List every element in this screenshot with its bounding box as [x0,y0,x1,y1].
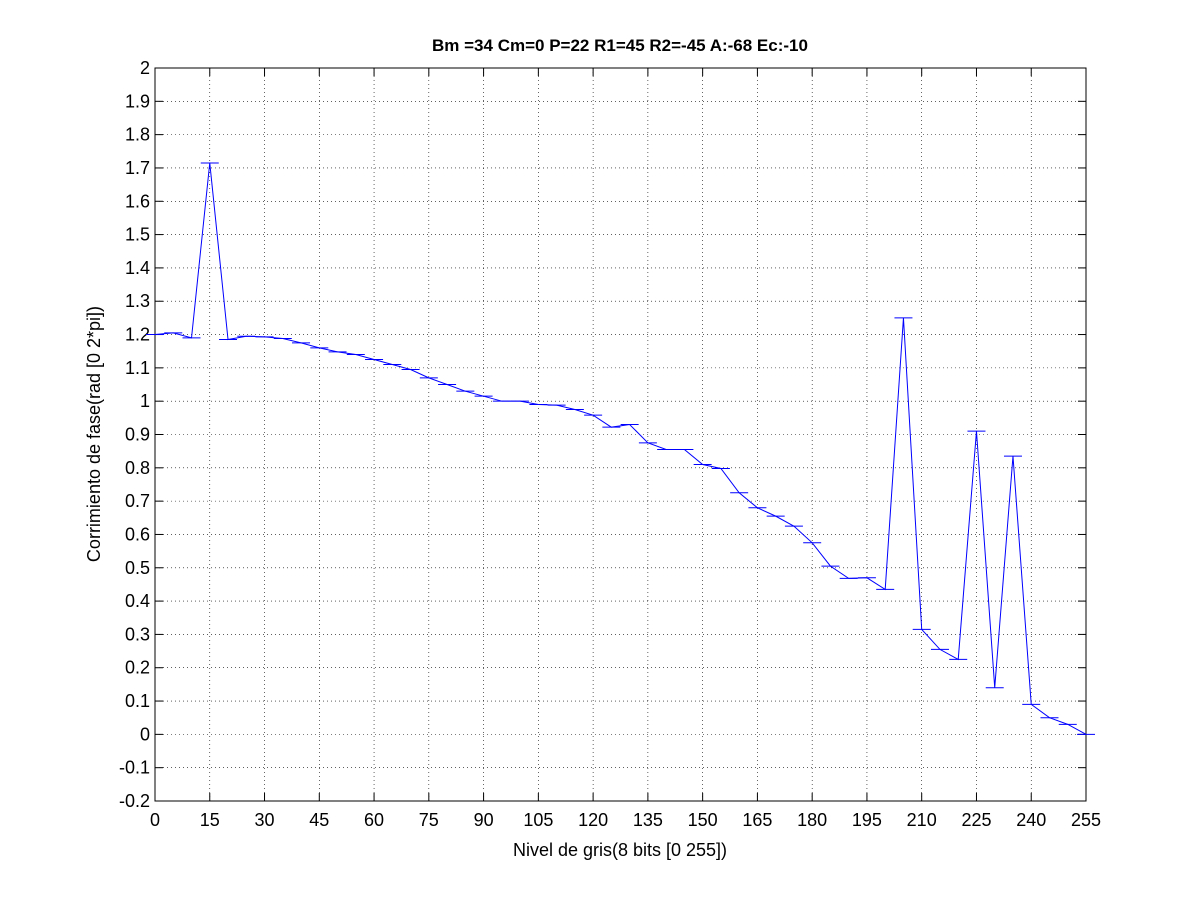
x-tick-label: 90 [474,810,494,830]
axis-ticks [154,67,1087,802]
x-tick-label: 240 [1016,810,1046,830]
y-tick-label: 0 [140,724,150,744]
x-tick-label: 135 [633,810,663,830]
x-tick-label: 0 [150,810,160,830]
y-tick-label: 0.5 [125,558,150,578]
x-tick-label: 180 [797,810,827,830]
y-tick-label: 0.3 [125,624,150,644]
x-tick-label: 75 [419,810,439,830]
x-tick-label: 30 [255,810,275,830]
y-tick-label: 0.1 [125,691,150,711]
y-tick-label: 0.7 [125,491,150,511]
x-tick-label: 60 [364,810,384,830]
y-tick-label: 0.4 [125,591,150,611]
y-tick-label: 0.6 [125,524,150,544]
x-tick-label: 15 [200,810,220,830]
y-tick-label: 1.6 [125,191,150,211]
y-tick-label: 0.8 [125,458,150,478]
x-tick-label: 255 [1071,810,1101,830]
y-tick-label: 1.7 [125,158,150,178]
y-tick-label: 2 [140,58,150,78]
y-tick-label: 0.9 [125,425,150,445]
chart-title: Bm =34 Cm=0 P=22 R1=45 R2=-45 A:-68 Ec:-… [432,36,808,55]
y-axis-label: Corrimiento de fase(rad [0 2*pi]) [84,306,104,562]
y-tick-label: 0.2 [125,658,150,678]
y-tick-label: 1.1 [125,358,150,378]
y-tick-label: -0.1 [119,758,150,778]
y-tick-labels: -0.2 -0.1 0 0.1 0.2 0.3 0.4 0.5 0.6 0.7 0.8 0.9 1 1.1… [119,58,150,811]
y-tick-label: 1 [140,391,150,411]
y-tick-label: 1.5 [125,225,150,245]
series-line [154,162,1087,735]
y-tick-label: 1.8 [125,125,150,145]
x-tick-label: 45 [309,810,329,830]
x-tick-label: 105 [523,810,553,830]
y-tick-label: 1.2 [125,325,150,345]
x-axis-label: Nivel de gris(8 bits [0 255]) [513,840,727,860]
x-tick-labels: 0 15 30 45 60 75 90 105 120 135 150 165 180 195 210 225… [150,810,1101,830]
x-tick-label: 225 [961,810,991,830]
x-tick-label: 210 [907,810,937,830]
x-tick-label: 120 [578,810,608,830]
x-tick-label: 165 [742,810,772,830]
x-tick-label: 150 [688,810,718,830]
y-tick-label: 1.4 [125,258,150,278]
y-tick-label: -0.2 [119,791,150,811]
x-tick-label: 195 [852,810,882,830]
data-series [146,162,1095,735]
y-tick-label: 1.9 [125,91,150,111]
y-tick-label: 1.3 [125,291,150,311]
